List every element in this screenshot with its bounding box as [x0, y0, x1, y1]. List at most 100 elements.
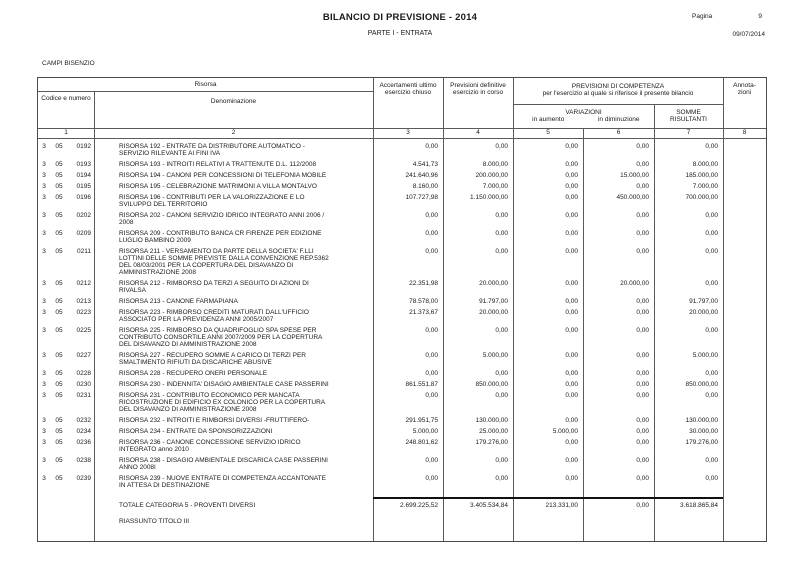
- value-previsioni: 0,00: [495, 392, 508, 399]
- value-accertamenti: 0,00: [425, 475, 438, 482]
- description-cell: RISORSA 194 - CANONI PER CONCESSIONI DI …: [119, 172, 327, 179]
- value-accertamenti: 291.951,75: [405, 417, 438, 424]
- value-somme-risultanti: 5.000,00: [692, 352, 718, 359]
- code-titolo: 3: [42, 428, 46, 435]
- code-categoria: 05: [55, 309, 63, 316]
- column-number: 3: [406, 129, 410, 136]
- table-row: 3 05 0192 RISORSA 192 - ENTRATE DA DISTR…: [38, 143, 766, 157]
- value-accertamenti: 0,00: [425, 327, 438, 334]
- entity-name: CAMPI BISENZIO: [42, 60, 95, 67]
- code-titolo: 3: [42, 417, 46, 424]
- code-cell: 3 05 0213: [38, 298, 94, 305]
- column-number: 4: [476, 129, 480, 136]
- description-cell: RISORSA 209 - CONTRIBUTO BANCA CR FIRENZ…: [119, 230, 322, 244]
- code-risorsa: 0194: [76, 172, 91, 179]
- value-in-aumento: 0,00: [565, 143, 578, 150]
- table-row: 3 05 0228 RISORSA 228 - RECUPERO ONERI P…: [38, 370, 766, 377]
- header-in-aumento: in aumento: [532, 116, 565, 123]
- value-in-aumento: 0,00: [565, 370, 578, 377]
- value-accertamenti: 21.373,67: [409, 309, 438, 316]
- value-in-aumento: 0,00: [565, 457, 578, 464]
- annotation-cell: [723, 161, 766, 168]
- code-cell: [38, 518, 94, 525]
- value-previsioni: 200.000,00: [475, 172, 508, 179]
- annotation-cell: [723, 248, 766, 276]
- annotation-cell: [723, 392, 766, 413]
- code-cell: 3 05 0228: [38, 370, 94, 377]
- description-cell: RISORSA 223 - RIMBORSO CREDITI MATURATI …: [119, 309, 309, 323]
- code-titolo: 3: [42, 392, 46, 399]
- value-in-aumento: 0,00: [565, 417, 578, 424]
- value-previsioni: 0,00: [495, 143, 508, 150]
- total-label: TOTALE CATEGORIA 5 - PROVENTI DIVERSI: [119, 502, 256, 509]
- code-categoria: 05: [55, 457, 63, 464]
- annotation-cell: [723, 280, 766, 294]
- annotation-cell: [723, 194, 766, 208]
- value-somme-risultanti: 850.000,00: [685, 381, 718, 388]
- table-row: 3 05 0238 RISORSA 238 - DISAGIO AMBIENTA…: [38, 457, 766, 471]
- column-number: 8: [742, 129, 747, 136]
- code-categoria: 05: [55, 161, 63, 168]
- code-titolo: 3: [42, 327, 46, 334]
- header-competenza-line2: per l'esercizio al quale si riferisce il…: [542, 90, 694, 97]
- value-accertamenti: 241.640,96: [405, 172, 438, 179]
- header-codice-numero: Codice e numero: [41, 95, 91, 102]
- value-in-diminuzione: 0,00: [636, 183, 649, 190]
- value-accertamenti: 78.578,00: [409, 298, 438, 305]
- value-previsioni: 1.150.000,00: [470, 194, 508, 201]
- code-categoria: 05: [55, 381, 63, 388]
- description-cell: RISORSA 231 - CONTRIBUTO ECONOMICO PER M…: [119, 392, 325, 413]
- code-cell: 3 05 0192: [38, 143, 94, 157]
- value-in-diminuzione: 0,00: [636, 381, 649, 388]
- code-categoria: 05: [55, 298, 63, 305]
- code-risorsa: 0196: [76, 194, 91, 201]
- header-previsioni: Previsioni definitive esercizio in corso: [450, 82, 506, 96]
- value-previsioni: 0,00: [495, 212, 508, 219]
- value-somme-risultanti: 0,00: [705, 280, 718, 287]
- code-cell: 3 05 0232: [38, 417, 94, 424]
- value-in-diminuzione: 0,00: [636, 212, 649, 219]
- table-row: 3 05 0213 RISORSA 213 - CANONE FARMAPIAN…: [38, 298, 766, 305]
- header-annotazioni: Annota- zioni: [723, 82, 766, 96]
- document-title: BILANCIO DI PREVISIONE - 2014: [322, 12, 478, 23]
- value-in-diminuzione: 0,00: [636, 475, 649, 482]
- value-in-aumento: 0,00: [565, 212, 578, 219]
- value-in-diminuzione: 0,00: [636, 392, 649, 399]
- code-risorsa: 0228: [76, 370, 91, 377]
- value-previsioni: 0,00: [495, 370, 508, 377]
- value-accertamenti: 0,00: [425, 230, 438, 237]
- value-previsioni: 5.000,00: [482, 352, 508, 359]
- table-row: 3 05 0211 RISORSA 211 - VERSAMENTO DA PA…: [38, 248, 766, 276]
- header-competenza-line1: PREVISIONI DI COMPETENZA: [571, 83, 665, 90]
- description-cell: RISORSA 227 - RECUPERO SOMME A CARICO DI…: [119, 352, 306, 366]
- value-in-aumento: 0,00: [565, 381, 578, 388]
- code-risorsa: 0236: [76, 439, 91, 446]
- code-categoria: 05: [55, 194, 63, 201]
- annotation-cell: [723, 417, 766, 424]
- table-row: 3 05 0225 RISORSA 225 - RIMBORSO DA QUAD…: [38, 327, 766, 348]
- table-row: 3 05 0232 RISORSA 232 - INTROITI E RIMBO…: [38, 417, 766, 424]
- value-somme-risultanti: 700.000,00: [685, 194, 718, 201]
- code-categoria: 05: [55, 392, 63, 399]
- code-categoria: 05: [55, 172, 63, 179]
- annotation-cell: [723, 381, 766, 388]
- code-categoria: 05: [55, 428, 63, 435]
- code-titolo: 3: [42, 352, 46, 359]
- code-categoria: 05: [55, 212, 63, 219]
- description-cell: RISORSA 192 - ENTRATE DA DISTRIBUTORE AU…: [119, 143, 305, 157]
- code-titolo: 3: [42, 298, 46, 305]
- description-cell: RISORSA 238 - DISAGIO AMBIENTALE DISCARI…: [119, 457, 328, 471]
- value-in-aumento: 0,00: [565, 352, 578, 359]
- divider-line: [443, 78, 444, 541]
- annotation-cell: [723, 298, 766, 305]
- value-in-diminuzione: 0,00: [636, 417, 649, 424]
- value-accertamenti: 248.801,62: [405, 439, 438, 446]
- riassunto-row: RIASSUNTO TITOLO III: [38, 518, 766, 525]
- value-somme-risultanti: 30.000,00: [689, 428, 718, 435]
- value-accertamenti: 22.351,98: [409, 280, 438, 287]
- value-previsioni: 850.000,00: [475, 381, 508, 388]
- page-number-value: 9: [758, 13, 762, 20]
- code-titolo: 3: [42, 183, 46, 190]
- total-in-diminuzione: 0,00: [636, 502, 649, 509]
- value-previsioni: 130.000,00: [475, 417, 508, 424]
